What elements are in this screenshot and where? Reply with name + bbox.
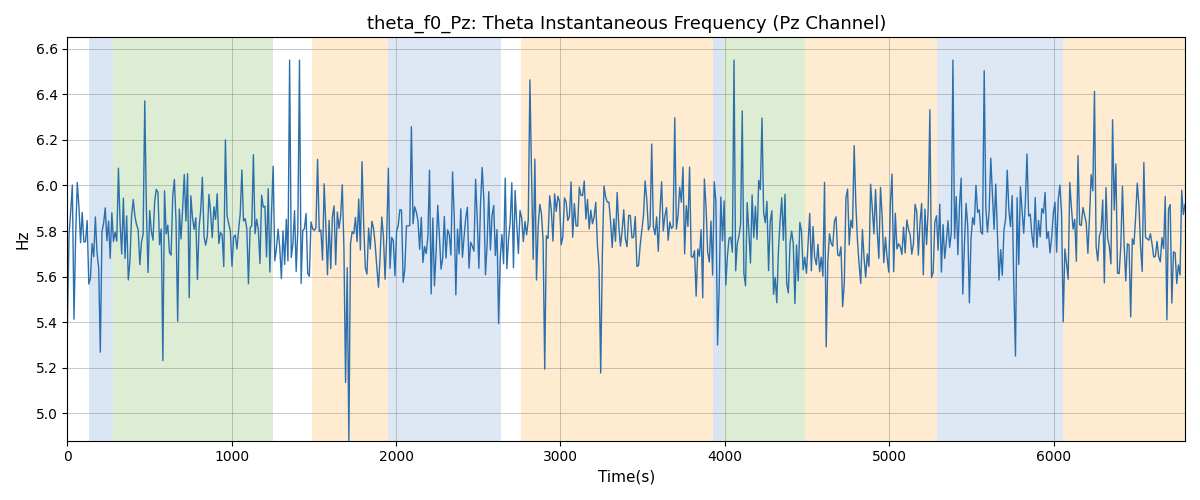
Bar (841, 38, 937, 440)
Y-axis label: Hz: Hz (16, 230, 30, 249)
Bar (724, 38, 805, 440)
Bar (521, 38, 713, 440)
Bar (937, 38, 1063, 440)
Bar (388, 38, 502, 440)
Bar (805, 38, 841, 440)
Bar (89, 38, 114, 440)
X-axis label: Time(s): Time(s) (598, 470, 655, 485)
Bar (713, 38, 724, 440)
Bar (114, 38, 272, 440)
Bar (312, 38, 388, 440)
Title: theta_f0_Pz: Theta Instantaneous Frequency (Pz Channel): theta_f0_Pz: Theta Instantaneous Frequen… (366, 15, 886, 34)
Bar (1063, 38, 1184, 440)
